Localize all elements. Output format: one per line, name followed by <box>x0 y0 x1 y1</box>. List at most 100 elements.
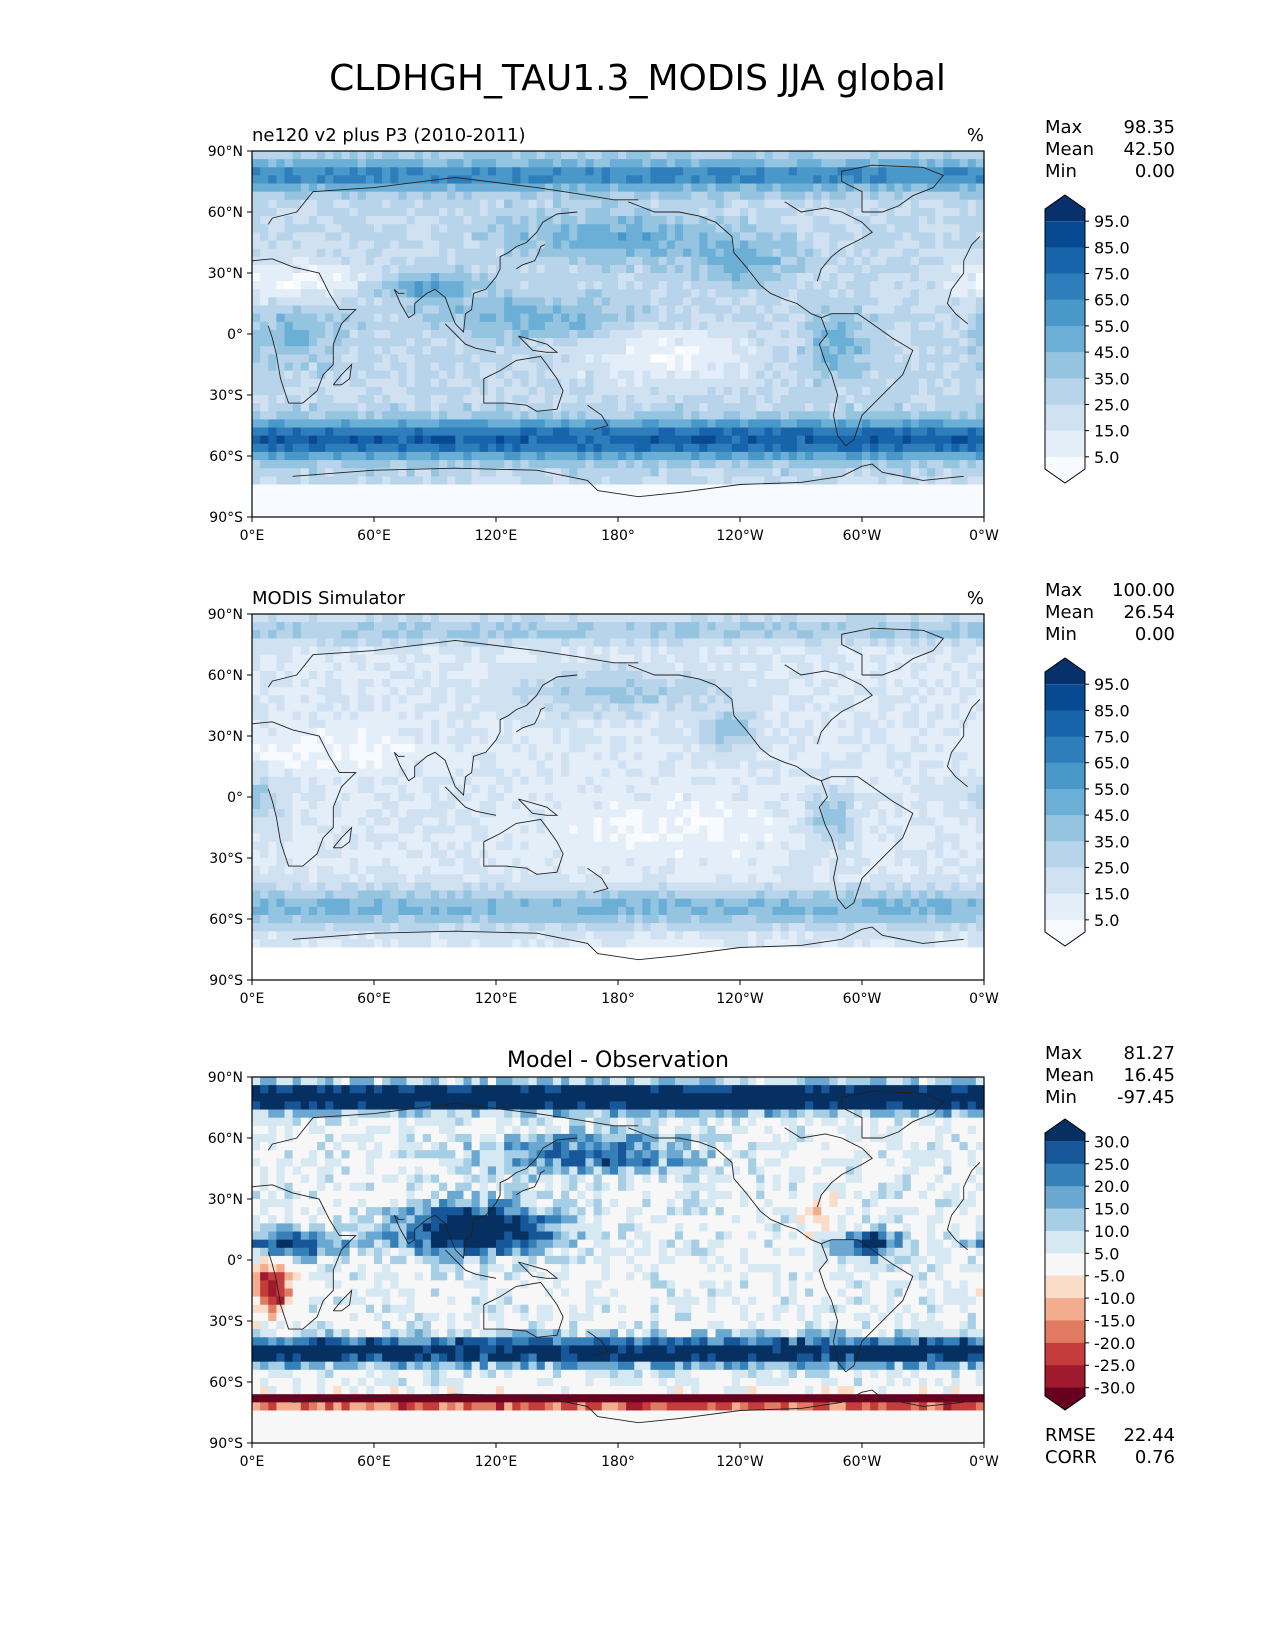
colorbar-tick-label: -5.0 <box>1094 1267 1125 1286</box>
stat-label-mean: Mean <box>1045 139 1094 160</box>
y-tick-label: 90°S <box>209 1436 243 1452</box>
colorbar-segment <box>1045 815 1085 842</box>
stat-value-mean: 26.54 <box>1123 602 1175 623</box>
stat-label-rmse: RMSE <box>1045 1425 1096 1446</box>
colorbar-tick-label: 15.0 <box>1094 885 1130 904</box>
colorbar-tick-label: 25.0 <box>1094 395 1130 414</box>
x-tick-label: 0°E <box>240 528 265 544</box>
colorbar: 95.0 85.0 75.0 65.0 55.0 45.0 35.0 25.0 15.0 5.0 <box>1044 657 1130 947</box>
colorbar-segment <box>1045 325 1085 353</box>
panel-units: % <box>967 588 984 609</box>
stat-label-corr: CORR <box>1045 1447 1097 1468</box>
colorbar-bottom-extend <box>1045 1387 1085 1410</box>
x-tick-label: 0°E <box>240 1454 265 1470</box>
colorbar-tick-label: 30.0 <box>1094 1132 1130 1151</box>
x-tick-label: 120°E <box>475 991 518 1007</box>
stat-value-corr: 0.76 <box>1135 1447 1175 1468</box>
colorbar-tick-label: 35.0 <box>1094 369 1130 388</box>
colorbar-segment <box>1045 762 1085 790</box>
colorbar-tick-label: -30.0 <box>1094 1379 1135 1398</box>
y-tick-label: 90°S <box>209 973 243 989</box>
stat-value-mean: 16.45 <box>1123 1065 1175 1086</box>
colorbar-tick-label: -25.0 <box>1094 1356 1135 1375</box>
coastlines <box>251 627 981 961</box>
colorbar-tick-label: 75.0 <box>1094 265 1130 284</box>
y-tick-label: 0° <box>227 1253 243 1269</box>
colorbar-tick-label: -15.0 <box>1094 1311 1135 1330</box>
y-tick-label: 30°S <box>209 388 243 404</box>
colorbar-top-extend <box>1045 1119 1085 1142</box>
colorbar-tick-label: 25.0 <box>1094 1155 1130 1174</box>
colorbar-segment <box>1045 247 1085 275</box>
coastlines <box>251 164 981 498</box>
colorbar-segment <box>1045 430 1085 458</box>
stat-value-min: 0.00 <box>1135 624 1175 645</box>
y-tick-label: 60°N <box>208 205 243 221</box>
colorbar-tick-label: 95.0 <box>1094 675 1130 694</box>
colorbar: 30.0 25.0 20.0 15.0 10.0 5.0 -5.0 -10.0 -15.0 -20… <box>1044 1118 1135 1411</box>
colorbar-segment <box>1045 1253 1085 1277</box>
colorbar-tick-label: 25.0 <box>1094 858 1130 877</box>
colorbar-segment <box>1045 736 1085 764</box>
y-tick-label: 90°N <box>208 144 243 160</box>
colorbar-tick-label: 65.0 <box>1094 754 1130 773</box>
x-tick-label: 60°W <box>843 1454 882 1470</box>
colorbar-outline <box>1044 1118 1086 1411</box>
colorbar-tick-label: 5.0 <box>1094 1244 1119 1263</box>
stat-value-max: 98.35 <box>1123 117 1175 138</box>
panel-subtitle: MODIS Simulator <box>252 588 405 609</box>
colorbar-segment <box>1045 221 1085 248</box>
stat-label-max: Max <box>1045 1043 1083 1064</box>
colorbar-tick-label: -20.0 <box>1094 1334 1135 1353</box>
x-tick-label: 0°W <box>969 991 999 1007</box>
colorbar-segment <box>1045 1298 1085 1321</box>
colorbar-tick-label: 5.0 <box>1094 448 1119 467</box>
x-tick-label: 0°W <box>969 528 999 544</box>
x-tick-label: 180° <box>601 991 635 1007</box>
colorbar-tick-label: 75.0 <box>1094 728 1130 747</box>
stat-label-max: Max <box>1045 117 1083 138</box>
x-tick-label: 60°E <box>357 991 391 1007</box>
colorbar-tick-label: 85.0 <box>1094 701 1130 720</box>
stat-value-min: -97.45 <box>1117 1087 1175 1108</box>
stat-label-max: Max <box>1045 580 1083 601</box>
colorbar-segment <box>1045 1275 1085 1299</box>
colorbar-segment <box>1045 1320 1085 1344</box>
panel-difference: Model - Observation 90°N 60°N 30°N 0° 30°S 60°… <box>208 1043 1175 1470</box>
colorbar-segment <box>1045 378 1085 405</box>
colorbar-tick-label: 55.0 <box>1094 317 1130 336</box>
colorbar-tick-label: 95.0 <box>1094 212 1130 231</box>
colorbar-tick-label: -10.0 <box>1094 1289 1135 1308</box>
x-tick-label: 120°W <box>716 528 764 544</box>
colorbar-tick-label: 10.0 <box>1094 1222 1130 1241</box>
colorbar-segment <box>1045 299 1085 327</box>
colorbar-top-extend <box>1045 195 1085 222</box>
y-tick-label: 90°S <box>209 510 243 526</box>
panel-units: % <box>967 125 984 146</box>
colorbar-segment <box>1045 1208 1085 1232</box>
colorbar-tick-label: 20.0 <box>1094 1177 1130 1196</box>
stat-value-mean: 42.50 <box>1123 139 1175 160</box>
colorbar-segment <box>1045 1186 1085 1210</box>
y-tick-label: 60°N <box>208 1131 243 1147</box>
stat-label-min: Min <box>1045 1087 1077 1108</box>
x-tick-label: 180° <box>601 528 635 544</box>
panel-subtitle: ne120 v2 plus P3 (2010-2011) <box>252 125 526 146</box>
y-tick-label: 60°N <box>208 668 243 684</box>
colorbar-tick-label: 55.0 <box>1094 780 1130 799</box>
x-tick-label: 0°E <box>240 991 265 1007</box>
panel-subtitle: Model - Observation <box>507 1048 729 1073</box>
colorbar-segment <box>1045 1342 1085 1366</box>
colorbar-segment <box>1045 841 1085 868</box>
x-tick-label: 60°W <box>843 528 882 544</box>
stat-value-max: 100.00 <box>1112 580 1175 601</box>
colorbar-tick-label: 45.0 <box>1094 806 1130 825</box>
colorbar-segment <box>1045 1230 1085 1254</box>
colorbar-outline <box>1044 194 1086 484</box>
colorbar-bottom-extend <box>1045 919 1085 946</box>
y-tick-label: 90°N <box>208 607 243 623</box>
stat-label-mean: Mean <box>1045 1065 1094 1086</box>
y-tick-label: 30°N <box>208 729 243 745</box>
x-tick-label: 120°W <box>716 991 764 1007</box>
stat-label-min: Min <box>1045 161 1077 182</box>
